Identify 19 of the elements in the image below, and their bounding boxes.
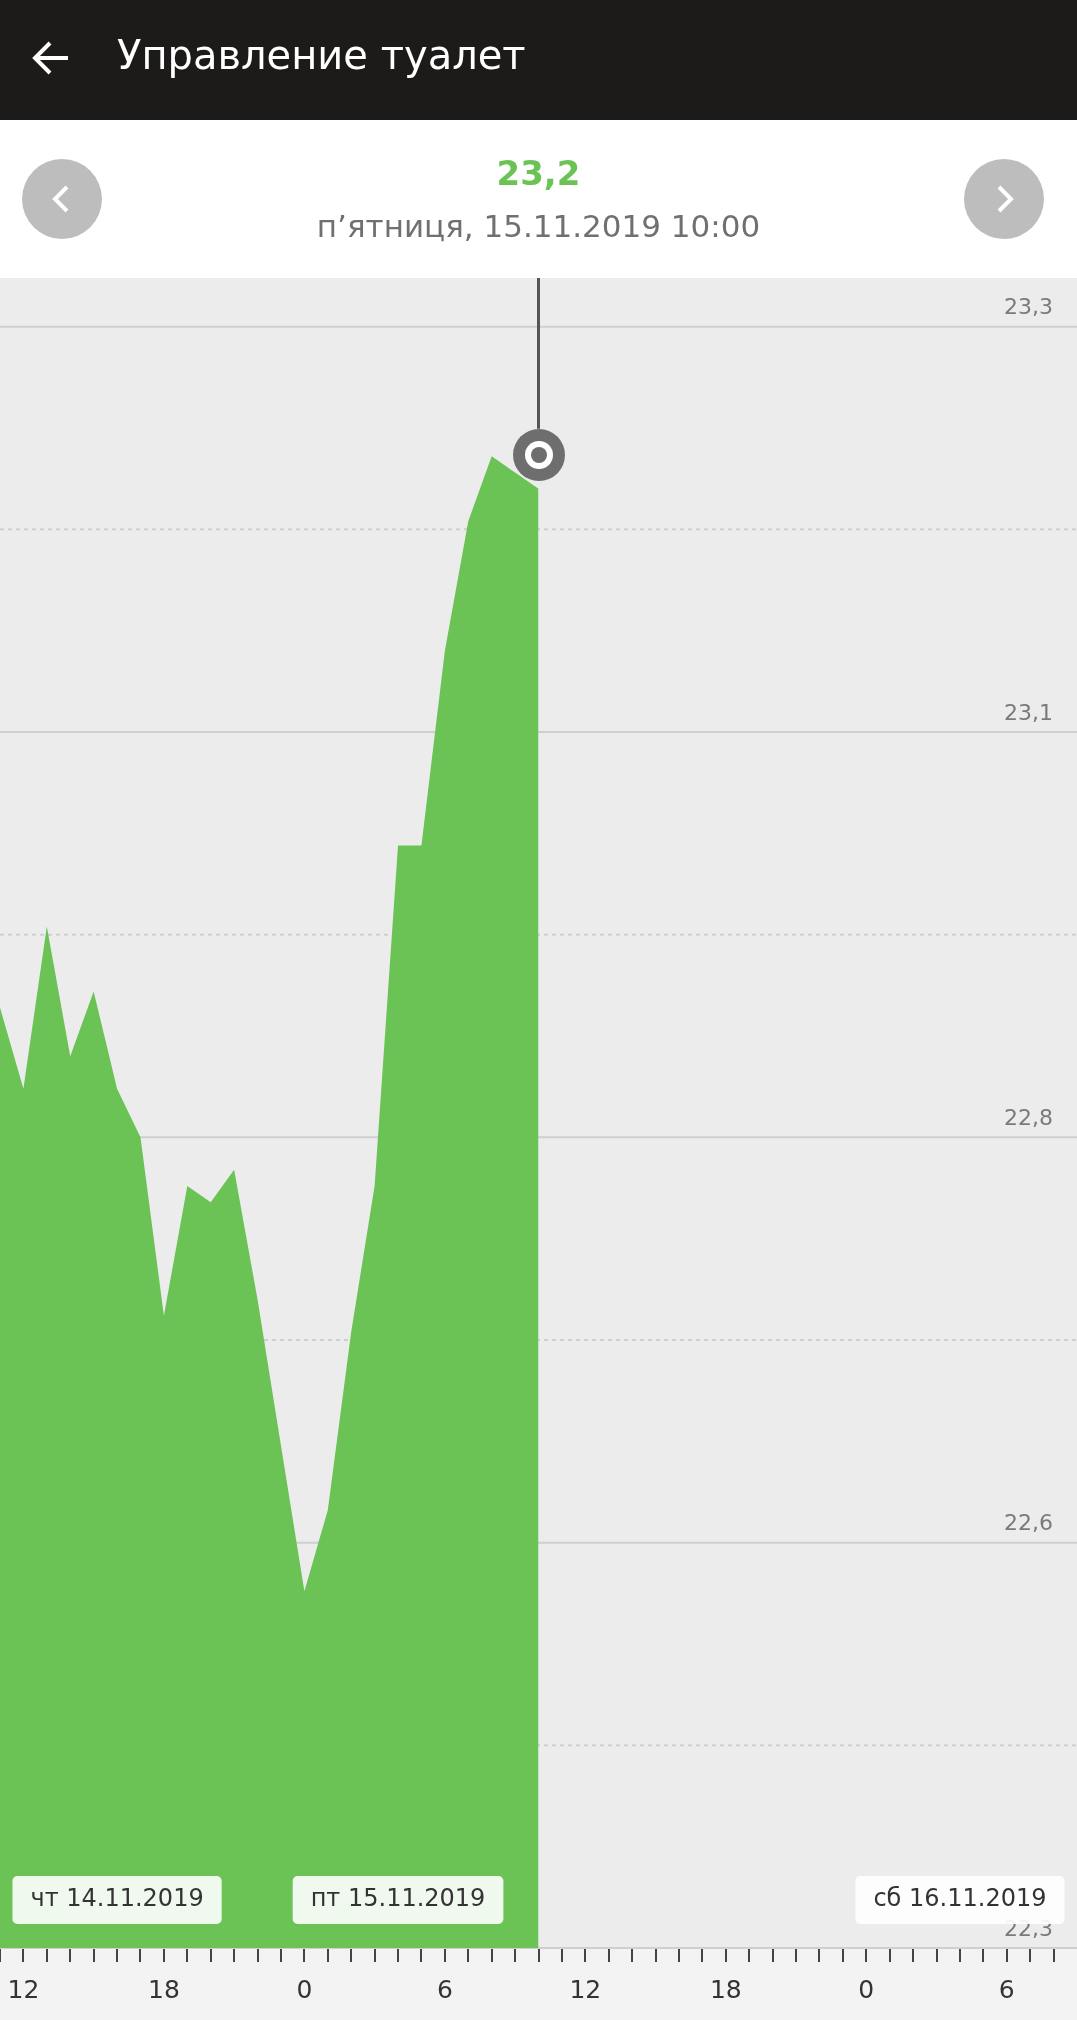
chart-title: Управление туалет bbox=[117, 31, 526, 80]
x-tick-label: 6 bbox=[998, 1974, 1015, 2004]
y-tick-label: 22,3 bbox=[1004, 1915, 1053, 1941]
x-tick-label: 18 bbox=[147, 1974, 180, 2004]
y-tick-label: 22,8 bbox=[1004, 1105, 1053, 1131]
x-tick-label: 0 bbox=[858, 1974, 875, 2004]
x-tick-label: 0 bbox=[296, 1974, 313, 2004]
y-tick-label: 22,6 bbox=[1004, 1510, 1053, 1536]
x-tick-label: 18 bbox=[709, 1974, 742, 2004]
x-tick-label: 12 bbox=[7, 1974, 40, 2004]
text: 23,2 bbox=[495, 152, 582, 194]
x2-tick-label: чт 14.11.2019 bbox=[30, 1884, 204, 1913]
y-tick-label: 23,1 bbox=[1004, 699, 1053, 725]
y-tick-label: 23,3 bbox=[1004, 294, 1053, 320]
x2-tick-label: сб 16.11.2019 bbox=[873, 1884, 1047, 1913]
x2-tick-label: пт 15.11.2019 bbox=[310, 1884, 486, 1913]
x-tick-label: 6 bbox=[436, 1974, 453, 2004]
chart-subtitle: п’ятниця, 15.11.2019 10:00 bbox=[315, 207, 762, 246]
x-tick-label: 12 bbox=[569, 1974, 602, 2004]
